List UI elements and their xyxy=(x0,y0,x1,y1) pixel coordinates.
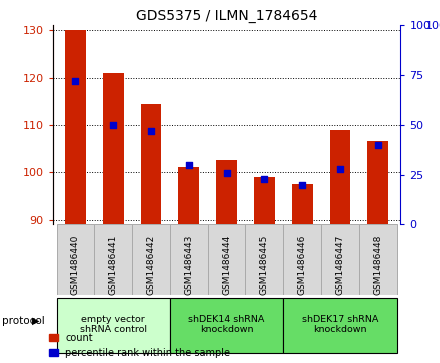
Point xyxy=(337,166,344,172)
Text: ▶: ▶ xyxy=(32,316,39,326)
Text: GSM1486440: GSM1486440 xyxy=(71,235,80,295)
Bar xyxy=(103,73,124,224)
Point xyxy=(110,122,117,128)
Text: GSM1486441: GSM1486441 xyxy=(109,235,118,295)
Text: empty vector
shRNA control: empty vector shRNA control xyxy=(80,315,147,334)
Point xyxy=(72,78,79,84)
Bar xyxy=(246,224,283,295)
Text: GSM1486447: GSM1486447 xyxy=(335,235,345,295)
Bar xyxy=(179,167,199,224)
Bar xyxy=(57,298,170,353)
Text: GSM1486445: GSM1486445 xyxy=(260,235,269,295)
Bar xyxy=(170,298,283,353)
Point xyxy=(261,176,268,182)
Bar xyxy=(292,184,312,224)
Bar xyxy=(283,298,396,353)
Bar xyxy=(330,130,350,224)
Legend: count, percentile rank within the sample: count, percentile rank within the sample xyxy=(49,333,231,358)
Bar xyxy=(170,224,208,295)
Bar xyxy=(141,103,161,224)
Bar xyxy=(208,224,246,295)
Bar xyxy=(94,224,132,295)
Point xyxy=(223,170,230,175)
Bar xyxy=(367,142,388,224)
Point xyxy=(185,162,192,168)
Text: GSM1486442: GSM1486442 xyxy=(147,235,155,295)
Bar xyxy=(132,224,170,295)
Point xyxy=(374,142,381,148)
Title: GDS5375 / ILMN_1784654: GDS5375 / ILMN_1784654 xyxy=(136,9,317,23)
Point xyxy=(299,182,306,187)
Text: GSM1486446: GSM1486446 xyxy=(298,235,307,295)
Bar xyxy=(321,224,359,295)
Text: GSM1486448: GSM1486448 xyxy=(373,235,382,295)
Text: GSM1486444: GSM1486444 xyxy=(222,235,231,295)
Text: protocol: protocol xyxy=(2,316,45,326)
Bar xyxy=(216,160,237,224)
Y-axis label: 100%: 100% xyxy=(426,21,440,32)
Text: GSM1486443: GSM1486443 xyxy=(184,235,193,295)
Text: shDEK14 shRNA
knockdown: shDEK14 shRNA knockdown xyxy=(188,315,265,334)
Bar xyxy=(57,224,94,295)
Point xyxy=(147,128,154,134)
Bar xyxy=(283,224,321,295)
Bar xyxy=(254,177,275,224)
Bar xyxy=(65,30,86,224)
Bar xyxy=(359,224,396,295)
Text: shDEK17 shRNA
knockdown: shDEK17 shRNA knockdown xyxy=(302,315,378,334)
